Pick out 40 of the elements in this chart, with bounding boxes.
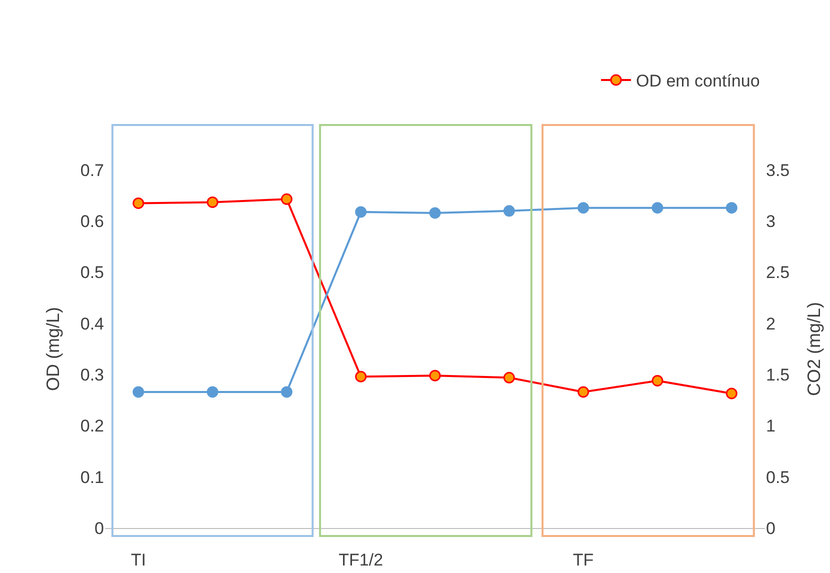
point [206, 196, 218, 208]
point [206, 386, 218, 398]
y-axis-title: OD (mg/L) [43, 306, 63, 392]
y2-tick-label: 3 [766, 212, 776, 232]
point [355, 370, 367, 382]
y-tick-label: 0.6 [80, 212, 104, 232]
y-tick-label: 0.7 [80, 160, 104, 180]
y2-tick-label: 0 [766, 518, 776, 538]
x-tick-label: TF1/2 [338, 550, 384, 570]
y2-tick-label: 3.5 [766, 160, 790, 180]
point [578, 202, 590, 214]
point [503, 205, 515, 217]
point [578, 386, 590, 398]
point [726, 388, 738, 400]
y-tick-label: 0 [94, 518, 104, 538]
y-tick-label: 0.5 [80, 263, 104, 282]
y-tick-label: 0.2 [80, 416, 104, 436]
point [429, 370, 441, 382]
point [726, 202, 738, 214]
point [429, 207, 441, 219]
point [652, 374, 664, 386]
y2-tick-label: 2.5 [766, 263, 790, 282]
x-tick-label: TF [572, 550, 594, 570]
point [503, 372, 515, 384]
point [280, 193, 292, 205]
y2-tick-label: 2 [766, 314, 776, 334]
y2-tick-label: 1 [766, 416, 776, 436]
point [132, 386, 144, 398]
y-tick-label: 0.4 [80, 314, 104, 334]
y-tick-label: 0.1 [80, 468, 104, 487]
y-tick-label: 0.3 [80, 366, 104, 385]
x-tick-label: TI [130, 550, 146, 570]
legend-label: OD em contínuo [636, 72, 760, 91]
y2-tick-label: 1.5 [766, 366, 790, 385]
y2-tick-label: 0.5 [766, 468, 790, 487]
y2-axis-title: CO2 (mg/L) [804, 302, 824, 396]
point [132, 197, 144, 209]
point [355, 206, 367, 218]
point [652, 202, 664, 214]
point [280, 386, 292, 398]
